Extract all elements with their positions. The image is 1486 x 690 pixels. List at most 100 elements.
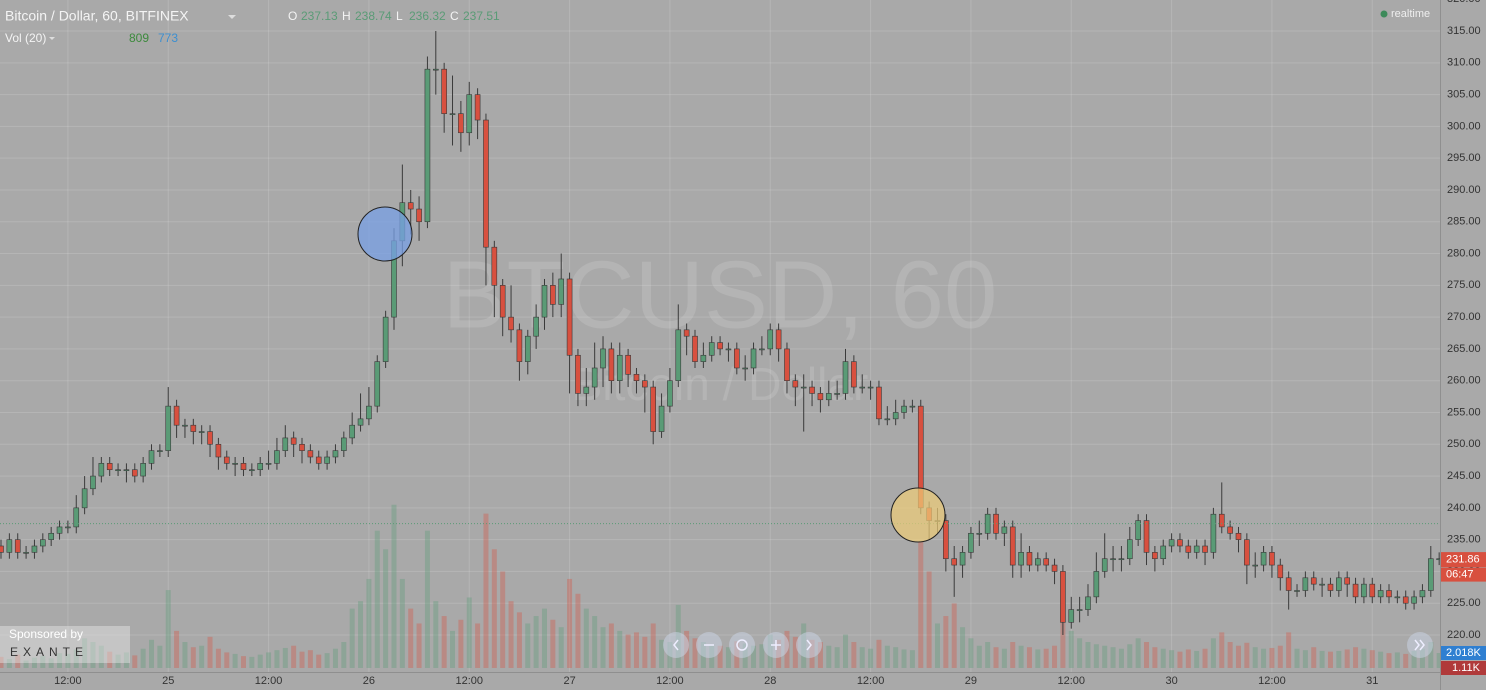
volume-bar <box>1194 650 1200 668</box>
candle-body <box>892 412 899 420</box>
volume-box <box>1441 661 1486 675</box>
candle-body <box>1001 526 1008 534</box>
volume-bar <box>1060 612 1066 668</box>
volume-bar <box>717 645 723 668</box>
volume-bar <box>165 590 171 668</box>
volume-bar <box>1018 645 1024 668</box>
candle-body <box>458 113 464 134</box>
candle-body <box>1411 596 1417 604</box>
volume-bar <box>73 649 79 668</box>
candle-body <box>182 424 188 427</box>
volume-bar <box>1286 632 1292 668</box>
volume-bar <box>115 654 121 668</box>
dropdown-icon[interactable] <box>228 15 236 19</box>
volume-bar <box>1118 648 1124 668</box>
candle-body <box>324 456 330 464</box>
volume-bar <box>1001 648 1007 668</box>
candle-body <box>591 367 598 388</box>
candle-body <box>190 424 197 432</box>
icon <box>806 639 812 651</box>
time-axis <box>0 672 1440 690</box>
candle-body <box>1344 577 1350 585</box>
sponsor-text: Sponsored by <box>9 627 83 641</box>
candle-body <box>349 424 355 439</box>
candle-body <box>441 68 447 114</box>
volume-bar <box>1244 642 1250 668</box>
candle-body <box>608 348 615 381</box>
candle-body <box>692 335 698 362</box>
volume-last-label: 2.018K <box>1446 647 1482 659</box>
x-tick-label: 25 <box>162 675 174 687</box>
volume-bar <box>968 638 974 668</box>
dropdown-icon[interactable] <box>49 37 55 40</box>
volume-bar <box>433 601 439 668</box>
candle-body <box>943 520 949 560</box>
candle-body <box>717 342 723 350</box>
volume-bar <box>1327 651 1333 668</box>
volume-bar <box>149 639 155 668</box>
candle-body <box>1193 545 1200 553</box>
x-tick-label: 12:00 <box>255 675 283 687</box>
volume-bar <box>240 656 246 668</box>
candle-body <box>499 285 506 318</box>
candle-body <box>968 532 974 553</box>
volume-bar <box>901 649 907 668</box>
volume-bar <box>98 645 104 668</box>
candle-body <box>784 348 790 381</box>
candle-body <box>1152 552 1158 560</box>
volume-ma-label: 1.11K <box>1452 662 1481 674</box>
scroll-right-button[interactable] <box>796 632 822 658</box>
candle-body <box>449 113 456 115</box>
volume-bar <box>416 623 422 668</box>
candle-body <box>859 386 866 389</box>
candle-body <box>341 437 347 451</box>
candle-body <box>750 348 757 369</box>
legend-key: C <box>450 9 459 23</box>
volume-bar <box>1361 648 1367 668</box>
last-price-label: 231.86 <box>1446 554 1480 566</box>
volume-bar <box>1085 642 1091 668</box>
legend-value: 238.74 <box>355 9 392 23</box>
candle-body <box>642 380 648 388</box>
volume-bar <box>1394 652 1400 668</box>
y-tick-label: 245.00 <box>1447 470 1481 482</box>
volume-bar <box>625 634 631 668</box>
volume-bar <box>1043 648 1049 668</box>
candle-body <box>1336 577 1342 591</box>
volume-bar <box>759 644 765 668</box>
volume-bar <box>633 632 639 668</box>
candle-body <box>315 456 322 464</box>
candle-body <box>40 539 46 547</box>
volume-bar <box>332 648 338 668</box>
y-tick-label: 220.00 <box>1447 629 1481 641</box>
volume-bar <box>291 645 297 668</box>
annotation-circle <box>357 206 413 262</box>
volume-bar <box>40 656 46 668</box>
volume-bar <box>1311 647 1317 668</box>
legend-key: H <box>342 9 351 23</box>
annotation-circle <box>890 487 946 543</box>
volume-bar <box>592 616 598 668</box>
candle-body <box>249 469 255 472</box>
x-tick-label: 12:00 <box>857 675 885 687</box>
candle-body <box>1185 545 1192 553</box>
volume-bar <box>207 636 213 668</box>
volume-bar <box>659 639 665 668</box>
volume-bar <box>976 645 982 668</box>
candle-body <box>1377 590 1384 598</box>
sponsor-box[interactable] <box>0 626 130 663</box>
candle-body <box>817 393 824 401</box>
volume-bar <box>993 647 999 668</box>
candle-body <box>90 475 96 490</box>
candle-body <box>1252 564 1259 567</box>
candle-body <box>734 348 740 369</box>
candle-body <box>800 386 807 389</box>
scroll-left-button[interactable] <box>663 632 689 658</box>
scroll-to-end-button[interactable] <box>1407 632 1433 658</box>
reset-button[interactable] <box>729 632 755 658</box>
volume-ma-value: 773 <box>158 31 178 45</box>
candle-body <box>792 380 799 388</box>
candle-body <box>0 545 4 553</box>
volume-bar <box>834 647 840 668</box>
